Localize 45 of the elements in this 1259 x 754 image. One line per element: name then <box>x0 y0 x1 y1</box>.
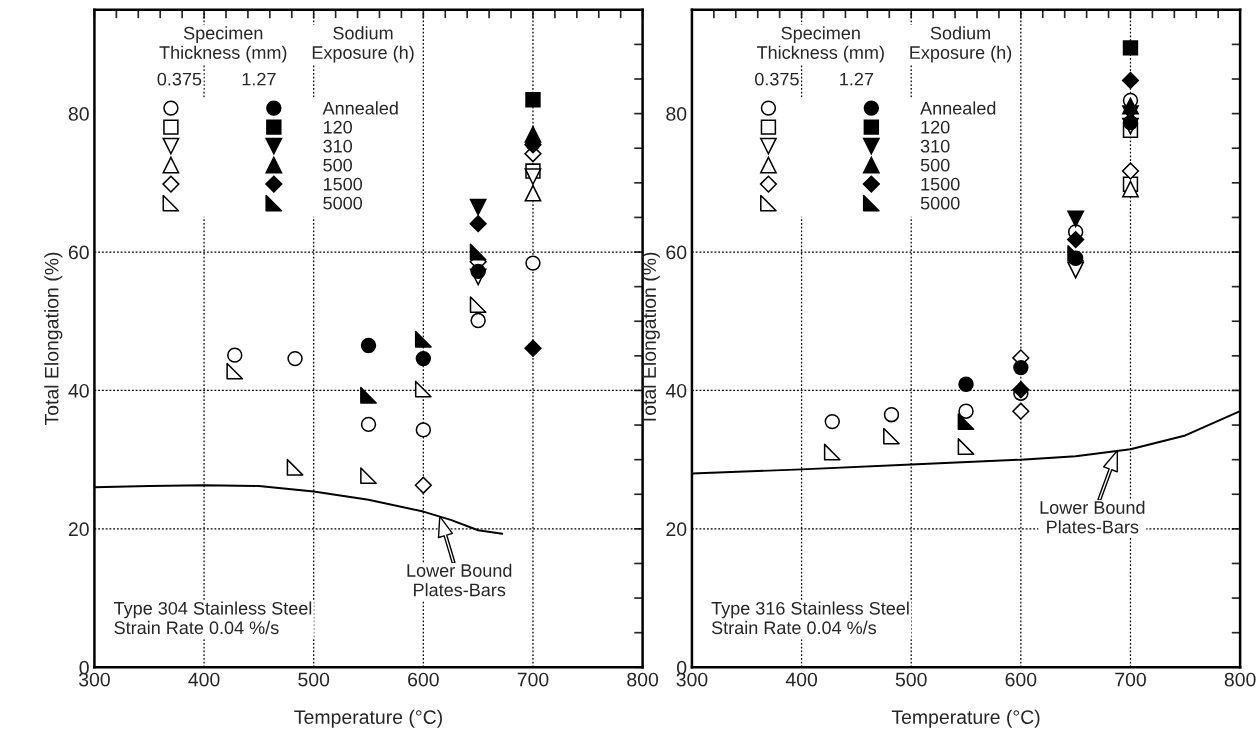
x-tick-label: 600 <box>408 672 439 687</box>
annotation: Lower Bound Plates-Bars <box>1040 500 1145 534</box>
x-tick-label: 800 <box>1224 672 1256 687</box>
x-tick-label: 500 <box>298 672 330 687</box>
annotation: Type 304 Stainless Steel Strain Rate 0.04 %/s <box>114 601 312 635</box>
y-tick-label: 60 <box>666 245 687 260</box>
legend-label: 500 <box>920 158 950 172</box>
legend-label: 1500 <box>323 177 363 191</box>
legend-label: Annealed <box>920 101 996 115</box>
x-tick-label: 700 <box>1115 672 1146 687</box>
y-tick-label: 60 <box>68 245 89 260</box>
x-tick-label: 400 <box>188 672 220 687</box>
legend-label: 5000 <box>920 196 960 210</box>
annotation: Specimen Thickness (mm) <box>159 26 287 63</box>
legend-label: 120 <box>323 120 352 134</box>
y-tick-label: 20 <box>666 522 687 537</box>
legend-label: Annealed <box>322 101 398 115</box>
x-axis-title: Temperature (°C) <box>294 709 442 728</box>
legend-label: 500 <box>323 158 352 172</box>
legend-label: 1500 <box>921 177 960 191</box>
annotation: Sodium Exposure (h) <box>910 26 1012 63</box>
annotation: 0.375 <box>157 72 202 86</box>
annotation: 1.27 <box>242 72 276 86</box>
x-tick-label: 600 <box>1005 672 1037 687</box>
y-tick-label: 80 <box>68 107 89 121</box>
annotation: Specimen Thickness (mm) <box>756 26 884 63</box>
annotation: Lower Bound Plates-Bars <box>407 563 512 597</box>
legend-label: 5000 <box>323 196 363 210</box>
y-tick-label: 80 <box>666 107 687 121</box>
annotation: 0.375 <box>755 72 799 86</box>
y-axis-title: Total Elongation (%) <box>44 252 63 426</box>
y-tick-label: 20 <box>68 522 89 537</box>
annotation: 1.27 <box>840 72 874 86</box>
x-tick-label: 800 <box>627 672 659 687</box>
annotation: Sodium Exposure (h) <box>312 26 414 63</box>
x-tick-label: 500 <box>895 672 927 687</box>
legend-label: 310 <box>323 139 352 153</box>
y-tick-label: 40 <box>665 383 687 398</box>
legend-label: 120 <box>921 120 950 134</box>
x-tick-label: 400 <box>785 672 818 687</box>
x-tick-label: 700 <box>517 672 549 687</box>
annotation: Type 316 Stainless Steel Strain Rate 0.04 %/s <box>711 601 909 635</box>
legend-label: 310 <box>920 139 950 153</box>
y-tick-label: 40 <box>68 383 89 398</box>
x-axis-title: Temperature (°C) <box>891 709 1040 728</box>
